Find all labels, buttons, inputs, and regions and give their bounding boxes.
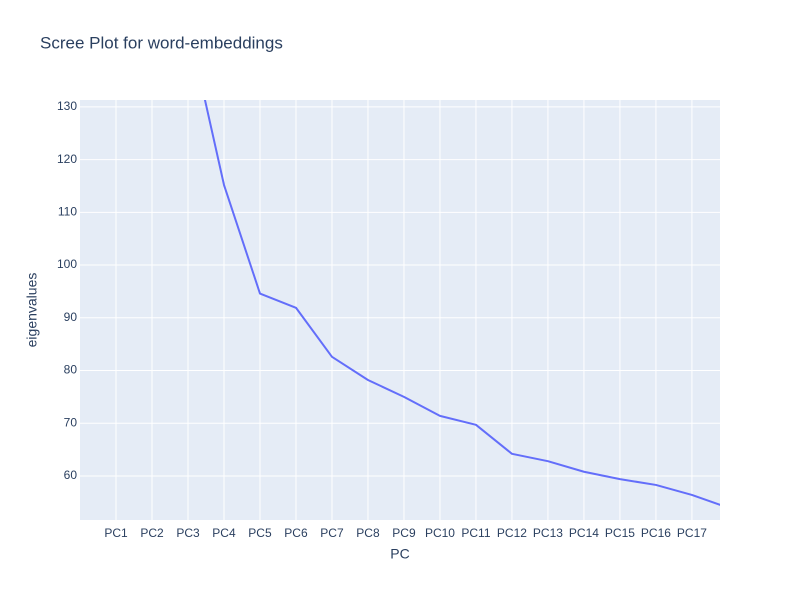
x-tick-label: PC3 (176, 526, 200, 540)
x-tick-label: PC2 (140, 526, 164, 540)
x-tick-label: PC5 (248, 526, 272, 540)
y-tick-label: 110 (58, 204, 77, 218)
x-tick-label: PC16 (641, 526, 671, 540)
x-tick-label: PC9 (392, 526, 416, 540)
x-tick-label: PC6 (284, 526, 308, 540)
grid (80, 100, 720, 520)
y-tick-label: 120 (57, 152, 77, 166)
x-tick-label: PC1 (104, 526, 128, 540)
y-tick-label: 80 (64, 363, 78, 377)
x-tick-label: PC7 (320, 526, 344, 540)
x-tick-label: PC14 (569, 526, 599, 540)
x-axis-label: PC (390, 546, 409, 562)
marks (203, 100, 720, 506)
y-tick-label: 60 (64, 468, 78, 482)
x-tick-label: PC15 (605, 526, 635, 540)
y-tick-label: 90 (64, 310, 78, 324)
x-tick-label: PC10 (425, 526, 455, 540)
x-tick-label: PC8 (356, 526, 380, 540)
chart-title: Scree Plot for word-embeddings (40, 33, 283, 52)
line-series (203, 100, 720, 506)
y-axis-label: eigenvalues (24, 273, 40, 348)
x-tick-label: PC11 (461, 526, 490, 540)
plot-area (80, 100, 720, 520)
y-tick-label: 130 (57, 99, 77, 113)
y-tick-label: 70 (64, 415, 78, 429)
x-tick-label: PC4 (212, 526, 236, 540)
x-tick-label: PC12 (497, 526, 527, 540)
x-tick-label: PC13 (533, 526, 563, 540)
x-tick-label: PC17 (677, 526, 707, 540)
y-tick-label: 100 (57, 257, 77, 271)
